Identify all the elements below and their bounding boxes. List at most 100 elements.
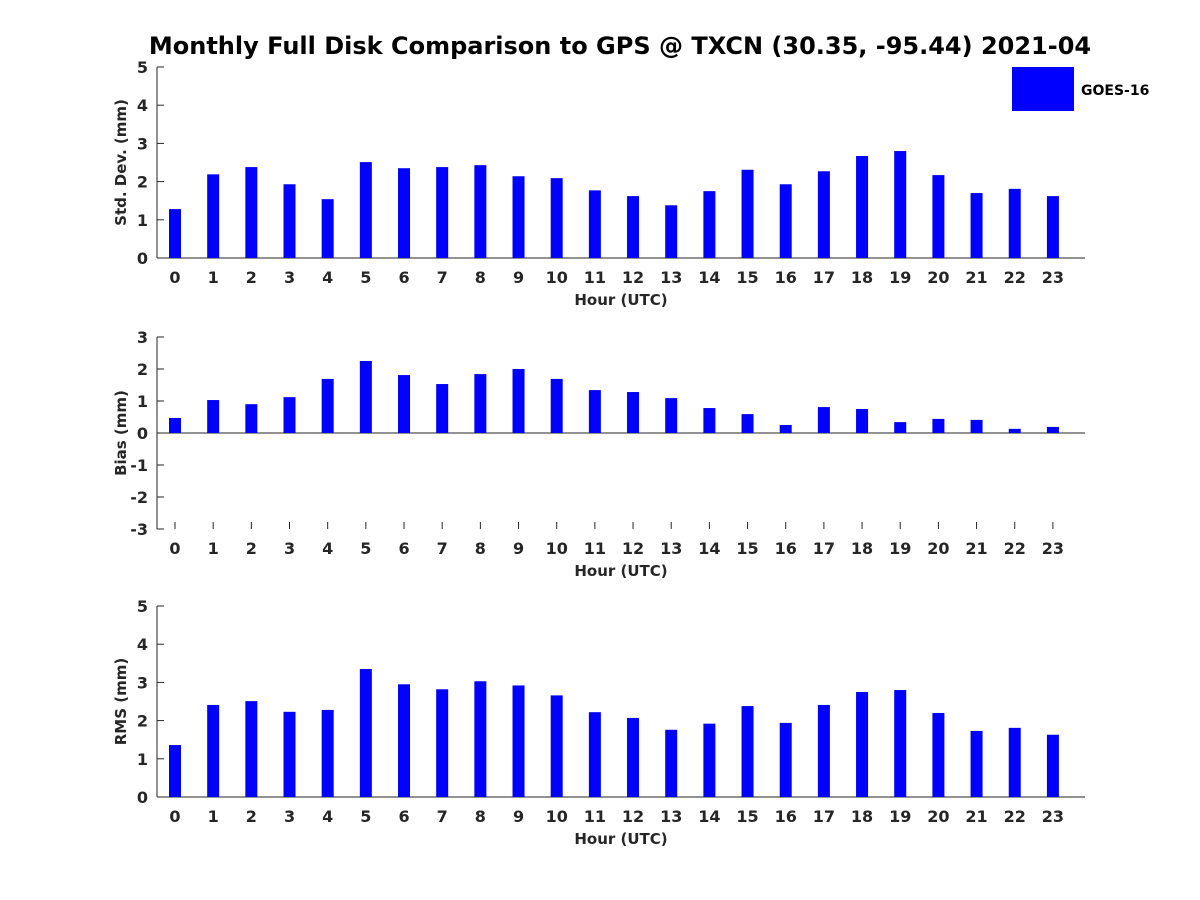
stddev-bar: [817, 171, 830, 258]
rms-x-tick-label: 7: [437, 807, 448, 826]
stddev-x-tick-label: 23: [1042, 268, 1064, 287]
bias-x-tick-label: 5: [360, 539, 371, 558]
rms-bar: [207, 704, 220, 797]
stddev-bar: [741, 169, 754, 258]
bias-y-tick-label: -3: [130, 520, 148, 539]
stddev-bar: [627, 196, 640, 258]
rms-y-tick-label: 4: [137, 635, 148, 654]
bias-bar: [970, 419, 983, 433]
bias-x-tick-label: 18: [851, 539, 873, 558]
rms-x-tick-label: 4: [322, 807, 333, 826]
rms-y-tick-label: 2: [137, 712, 148, 731]
stddev-x-tick-label: 9: [513, 268, 524, 287]
stddev-bar: [1046, 196, 1059, 258]
stddev-x-tick-label: 3: [284, 268, 295, 287]
rms-x-tick-label: 16: [775, 807, 797, 826]
rms-x-tick-label: 2: [246, 807, 257, 826]
stddev-bar: [932, 175, 945, 258]
rms-bar: [932, 712, 945, 797]
rms-x-tick-label: 15: [736, 807, 758, 826]
stddev-x-tick-label: 0: [169, 268, 180, 287]
rms-bar: [436, 689, 449, 797]
bias-y-tick-label: 0: [137, 424, 148, 443]
stddev-y-axis-label: Std. Dev. (mm): [112, 99, 130, 226]
rms-x-tick-label: 3: [284, 807, 295, 826]
stddev-x-tick-label: 12: [622, 268, 644, 287]
rms-x-tick-label: 23: [1042, 807, 1064, 826]
bias-bar: [817, 407, 830, 433]
rms-bar: [779, 722, 792, 797]
bias-y-tick-label: 2: [137, 360, 148, 379]
rms-x-tick-label: 12: [622, 807, 644, 826]
rms-x-tick-label: 22: [1004, 807, 1026, 826]
stddev-x-axis-label: Hour (UTC): [574, 291, 667, 309]
stddev-bar: [894, 151, 907, 258]
stddev-bar: [398, 168, 411, 258]
stddev-x-tick-label: 16: [775, 268, 797, 287]
bias-bar: [856, 409, 869, 433]
stddev-x-tick-label: 15: [736, 268, 758, 287]
stddev-x-tick-label: 11: [584, 268, 606, 287]
stddev-x-tick-label: 2: [246, 268, 257, 287]
rms-bar: [283, 711, 296, 797]
bias-x-tick-label: 0: [169, 539, 180, 558]
bias-x-axis-label: Hour (UTC): [574, 562, 667, 580]
stddev-y-tick-label: 3: [137, 134, 148, 153]
rms-x-tick-label: 5: [360, 807, 371, 826]
rms-x-tick-label: 17: [813, 807, 835, 826]
rms-bar: [627, 717, 640, 797]
bias-bar: [398, 375, 411, 433]
bias-x-tick-label: 10: [546, 539, 568, 558]
stddev-x-tick-label: 14: [698, 268, 720, 287]
bias-bar: [207, 400, 220, 433]
rms-x-tick-label: 19: [889, 807, 911, 826]
bias-bar: [283, 397, 296, 433]
stddev-x-tick-label: 1: [208, 268, 219, 287]
rms-y-tick-label: 5: [137, 597, 148, 616]
rms-x-tick-label: 8: [475, 807, 486, 826]
rms-bar: [245, 701, 258, 797]
stddev-x-tick-label: 10: [546, 268, 568, 287]
rms-bar: [741, 706, 754, 797]
stddev-x-tick-label: 18: [851, 268, 873, 287]
bias-x-tick-label: 1: [208, 539, 219, 558]
rms-bar: [856, 691, 869, 797]
bias-y-tick-label: -2: [130, 488, 148, 507]
bias-bar: [550, 378, 563, 433]
bias-x-tick-label: 9: [513, 539, 524, 558]
stddev-bar: [665, 205, 678, 258]
rms-bar: [817, 704, 830, 797]
bias-bar: [169, 417, 181, 433]
rms-bar: [588, 712, 601, 797]
rms-x-tick-label: 13: [660, 807, 682, 826]
rms-bar: [169, 745, 181, 797]
rms-bar: [398, 684, 411, 797]
stddev-bar: [779, 184, 792, 258]
rms-bar: [703, 723, 716, 797]
legend-label: GOES-16: [1081, 83, 1149, 99]
stddev-bar: [245, 167, 258, 258]
bias-bar: [245, 404, 258, 433]
rms-x-tick-label: 18: [851, 807, 873, 826]
stddev-y-tick-label: 0: [137, 249, 148, 268]
stddev-bar: [1008, 188, 1021, 258]
rms-bar: [321, 709, 334, 797]
stddev-bar: [970, 193, 983, 258]
bias-bar: [588, 390, 601, 433]
bias-x-tick-label: 16: [775, 539, 797, 558]
bias-bar: [665, 398, 678, 433]
stddev-bar: [588, 190, 601, 258]
stddev-x-tick-label: 22: [1004, 268, 1026, 287]
bias-x-tick-label: 13: [660, 539, 682, 558]
bias-bar: [1008, 428, 1021, 433]
rms-bar: [359, 669, 372, 797]
stddev-bar: [283, 184, 296, 258]
stddev-x-tick-label: 4: [322, 268, 333, 287]
stddev-bar: [512, 176, 525, 258]
stddev-x-tick-label: 5: [360, 268, 371, 287]
stddev-bar: [436, 167, 449, 258]
